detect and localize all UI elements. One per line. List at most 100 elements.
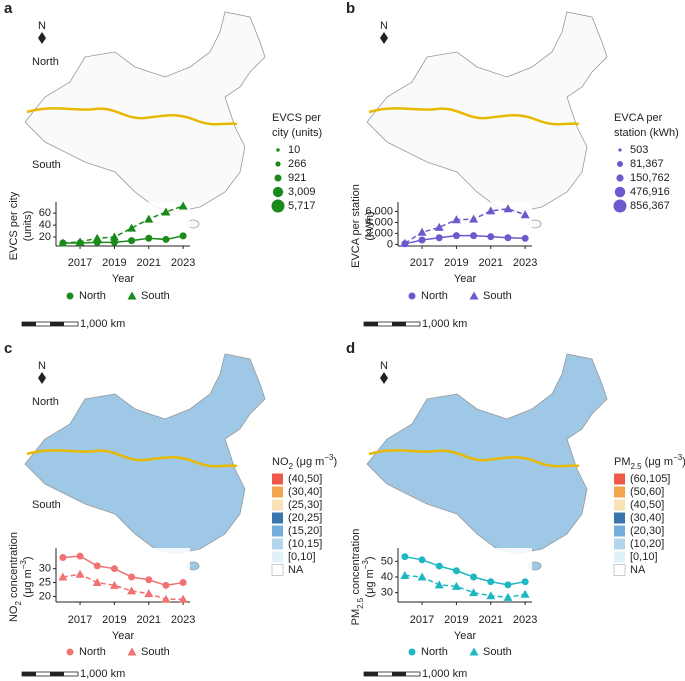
data-point	[521, 578, 529, 586]
subscript: 2	[14, 601, 23, 606]
data-point	[486, 206, 496, 215]
panel-label: c	[4, 340, 12, 357]
y-tick-label: 2,000	[365, 227, 393, 239]
legend-title: NO2 (μg m−3)	[272, 453, 337, 471]
plot-background	[56, 202, 190, 246]
x-axis-title: Year	[112, 630, 135, 642]
y-axis-title: (kWh)	[364, 211, 376, 240]
legend-swatch	[271, 564, 284, 576]
data-point	[58, 572, 68, 581]
data-point	[59, 554, 67, 562]
legend-swatch	[613, 564, 626, 576]
legend-label: 81,367	[630, 158, 664, 170]
country-outline	[366, 11, 608, 213]
data-point	[178, 201, 188, 210]
text-part: (μg m	[22, 569, 34, 597]
text-part: )	[364, 556, 376, 560]
text-part: NO	[272, 456, 289, 468]
superscript: −3	[19, 560, 28, 570]
legend-size	[272, 186, 284, 198]
scale-bar-segment	[50, 672, 64, 676]
y-axis-title: PM2.5 concentration	[350, 529, 365, 626]
region-label: North	[32, 396, 59, 408]
x-tick-label: 2023	[513, 614, 537, 626]
subscript: 2.5	[631, 462, 643, 471]
text-part: EVCS per	[272, 112, 321, 124]
panel-label: b	[346, 0, 355, 17]
data-point	[470, 573, 478, 581]
legend-marker	[66, 648, 74, 656]
map	[366, 353, 608, 571]
y-tick-label: 0	[387, 238, 393, 250]
data-point	[401, 553, 409, 561]
legend-size	[613, 199, 627, 213]
legend-swatch	[272, 525, 283, 537]
data-point	[486, 591, 496, 600]
legend-label: (30,40]	[288, 486, 322, 498]
legend-swatch	[614, 551, 625, 563]
text-part: (μg m	[293, 456, 324, 468]
legend-label: 150,762	[630, 172, 670, 184]
map	[366, 11, 608, 229]
data-point	[76, 552, 84, 560]
data-point	[469, 588, 479, 597]
data-point	[504, 581, 512, 589]
superscript: −3	[673, 453, 683, 462]
data-point	[452, 567, 460, 575]
scale-label: 1,000 km	[422, 668, 467, 680]
north-arrow-label: N	[38, 360, 46, 372]
y-tick-label: 50	[381, 555, 393, 567]
north-arrow-label: N	[380, 360, 388, 372]
north-south-divide	[26, 107, 238, 126]
series-line	[404, 207, 526, 244]
country-outline	[366, 353, 608, 555]
legend-marker	[66, 292, 74, 300]
data-point	[418, 236, 426, 244]
legend-size	[276, 148, 280, 152]
north-arrow-label: N	[38, 20, 46, 32]
legend-label: South	[141, 646, 170, 658]
data-point	[75, 569, 85, 578]
x-tick-label: 2021	[137, 257, 161, 269]
x-tick-label: 2021	[479, 614, 503, 626]
legend-label: 266	[288, 158, 306, 170]
legend-marker	[408, 292, 416, 300]
data-point	[434, 222, 444, 231]
legend-swatch	[272, 551, 283, 563]
data-point	[161, 594, 171, 603]
legend-size	[616, 160, 624, 168]
scale-label: 1,000 km	[80, 668, 125, 680]
data-point	[145, 234, 153, 242]
legend-size	[275, 161, 281, 167]
panel-label: a	[4, 0, 13, 17]
x-tick-label: 2023	[513, 257, 537, 269]
legend-marker	[408, 648, 416, 656]
text-part: concentration	[350, 529, 362, 598]
y-tick-label: 4,000	[365, 216, 393, 228]
legend-label: (20,25]	[288, 512, 322, 524]
legend-label: NA	[288, 564, 304, 576]
x-axis-title: Year	[112, 273, 135, 285]
data-point	[417, 227, 427, 236]
data-point	[451, 581, 461, 590]
legend-swatch	[272, 486, 283, 498]
text-part: station (kWh)	[614, 127, 679, 139]
legend-label: (15,20]	[288, 525, 322, 537]
legend-label: 503	[630, 144, 648, 156]
data-point	[452, 232, 460, 240]
data-point	[145, 576, 153, 584]
x-tick-label: 2019	[102, 614, 126, 626]
text-part: (units)	[22, 211, 34, 242]
legend-label: South	[483, 290, 512, 302]
data-point	[520, 210, 530, 219]
y-tick-label: 25	[39, 576, 51, 588]
superscript: −3	[324, 453, 334, 462]
data-point	[128, 237, 136, 245]
data-point	[400, 570, 410, 579]
north-arrow	[38, 32, 46, 44]
data-point	[110, 565, 118, 573]
legend-label: North	[79, 290, 106, 302]
x-tick-label: 2017	[410, 257, 434, 269]
legend-marker	[469, 647, 479, 656]
legend-label: 921	[288, 172, 306, 184]
